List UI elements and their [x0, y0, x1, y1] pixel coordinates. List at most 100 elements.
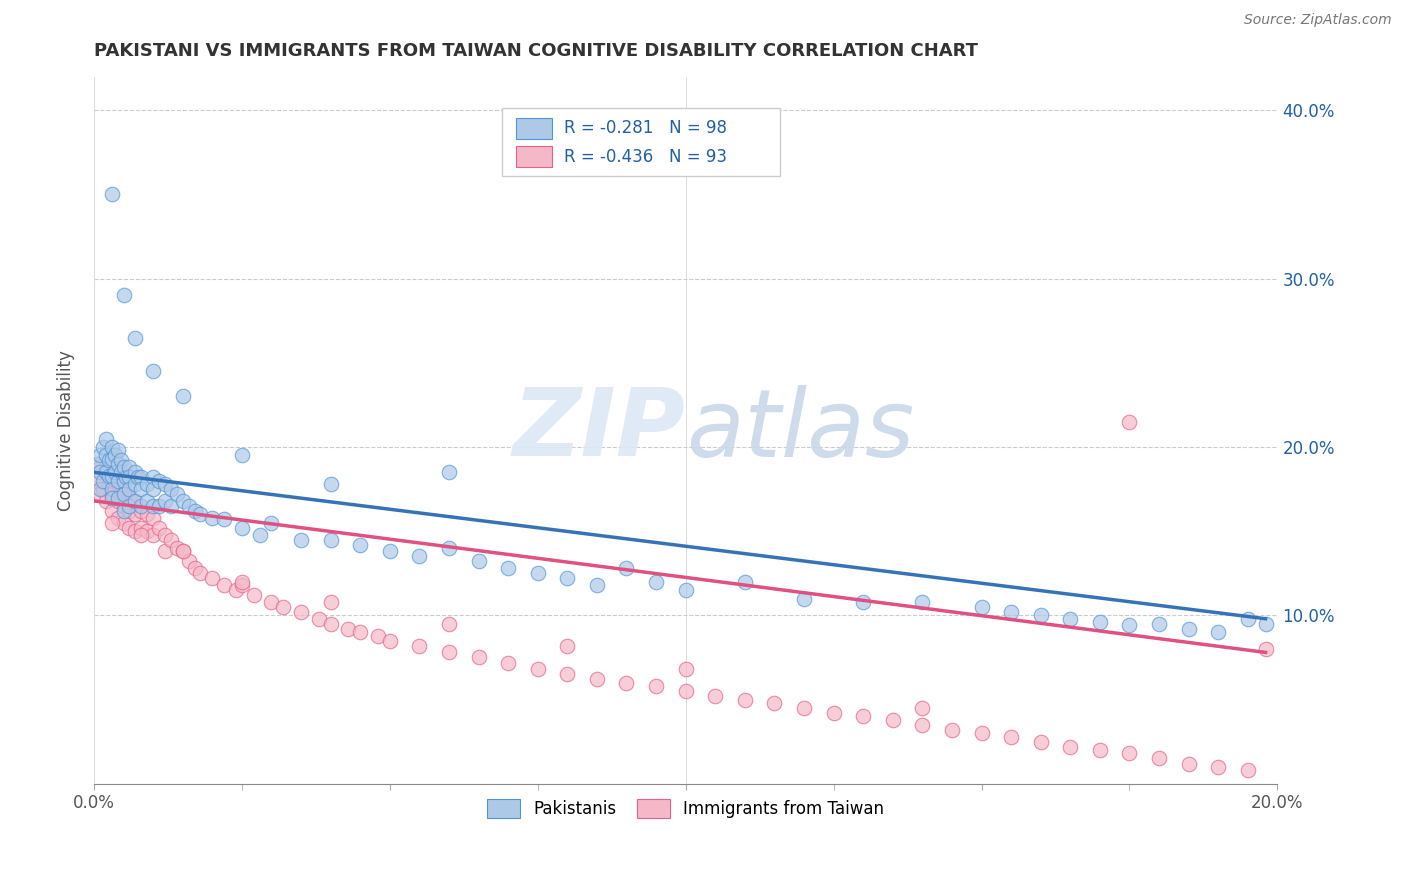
Point	[555, 667, 578, 681]
Point	[970, 726, 993, 740]
Point	[337, 622, 360, 636]
Point	[675, 583, 697, 598]
Point	[100, 470, 122, 484]
Point	[675, 684, 697, 698]
Point	[675, 662, 697, 676]
Point	[91, 440, 114, 454]
Point	[100, 187, 122, 202]
Point	[129, 482, 152, 496]
Point	[124, 477, 146, 491]
FancyBboxPatch shape	[516, 146, 553, 167]
Point	[319, 595, 342, 609]
Point	[110, 453, 132, 467]
Point	[172, 389, 194, 403]
Point	[437, 616, 460, 631]
Point	[378, 633, 401, 648]
Point	[467, 650, 489, 665]
Point	[148, 499, 170, 513]
Point	[100, 487, 122, 501]
Point	[249, 527, 271, 541]
Point	[100, 491, 122, 505]
Point	[142, 470, 165, 484]
Point	[89, 460, 111, 475]
Point	[86, 474, 108, 488]
Point	[89, 449, 111, 463]
Point	[129, 499, 152, 513]
Point	[1177, 622, 1199, 636]
FancyBboxPatch shape	[502, 109, 780, 176]
Point	[290, 533, 312, 547]
Point	[852, 595, 875, 609]
Point	[100, 504, 122, 518]
Point	[378, 544, 401, 558]
Point	[467, 554, 489, 568]
Point	[94, 449, 117, 463]
Point	[136, 508, 159, 522]
Point	[148, 521, 170, 535]
Point	[183, 504, 205, 518]
Point	[112, 474, 135, 488]
Text: atlas: atlas	[686, 384, 914, 475]
Point	[1118, 747, 1140, 761]
Point	[437, 541, 460, 555]
Y-axis label: Cognitive Disability: Cognitive Disability	[58, 350, 75, 510]
Point	[107, 510, 129, 524]
Text: Source: ZipAtlas.com: Source: ZipAtlas.com	[1244, 13, 1392, 28]
Point	[260, 595, 283, 609]
Point	[1236, 764, 1258, 778]
Point	[112, 482, 135, 496]
Point	[823, 706, 845, 720]
Point	[793, 591, 815, 606]
Point	[437, 465, 460, 479]
Point	[1088, 615, 1111, 629]
Point	[153, 477, 176, 491]
Point	[110, 465, 132, 479]
Point	[496, 656, 519, 670]
Point	[112, 499, 135, 513]
Point	[112, 288, 135, 302]
Point	[112, 460, 135, 475]
Point	[127, 470, 149, 484]
Point	[177, 554, 200, 568]
Point	[1059, 739, 1081, 754]
Point	[852, 709, 875, 723]
Point	[124, 508, 146, 522]
Point	[319, 616, 342, 631]
Point	[153, 544, 176, 558]
Point	[1059, 612, 1081, 626]
Point	[172, 494, 194, 508]
Point	[911, 595, 934, 609]
Point	[110, 487, 132, 501]
Point	[136, 477, 159, 491]
Point	[124, 494, 146, 508]
Text: R = -0.281   N = 98: R = -0.281 N = 98	[564, 120, 727, 137]
Text: PAKISTANI VS IMMIGRANTS FROM TAIWAN COGNITIVE DISABILITY CORRELATION CHART: PAKISTANI VS IMMIGRANTS FROM TAIWAN COGN…	[94, 42, 979, 60]
Point	[107, 474, 129, 488]
Point	[118, 482, 141, 496]
Point	[129, 504, 152, 518]
Point	[586, 578, 609, 592]
Point	[704, 689, 727, 703]
Point	[153, 527, 176, 541]
Point	[118, 499, 141, 513]
Point	[124, 465, 146, 479]
Legend: Pakistanis, Immigrants from Taiwan: Pakistanis, Immigrants from Taiwan	[481, 792, 891, 825]
Point	[319, 477, 342, 491]
Point	[100, 440, 122, 454]
Point	[148, 474, 170, 488]
Point	[308, 612, 330, 626]
Point	[1236, 612, 1258, 626]
Point	[97, 453, 120, 467]
Point	[107, 457, 129, 471]
Point	[89, 487, 111, 501]
Point	[190, 508, 212, 522]
Point	[496, 561, 519, 575]
Point	[94, 465, 117, 479]
Point	[1147, 751, 1170, 765]
Point	[136, 494, 159, 508]
Point	[201, 510, 224, 524]
Point	[734, 574, 756, 589]
Point	[100, 468, 122, 483]
Point	[290, 605, 312, 619]
FancyBboxPatch shape	[516, 118, 553, 139]
